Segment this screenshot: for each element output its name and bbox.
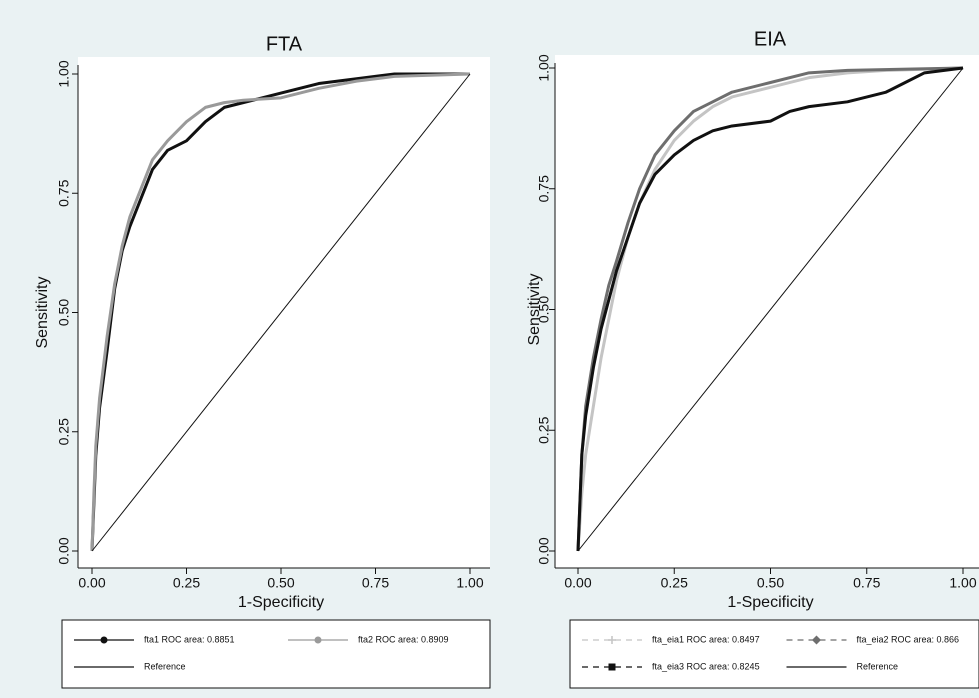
legend-label: Reference [144, 661, 186, 671]
roc-curve [577, 67, 964, 552]
x-tick-label: 1.00 [949, 575, 976, 591]
y-tick-label: 1.00 [536, 54, 552, 81]
legend-box [569, 619, 979, 689]
legend-label: Reference [857, 661, 899, 671]
y-tick-label: 0.00 [56, 537, 72, 564]
legend-label: fta_eia2 ROC area: 0.866 [857, 634, 960, 644]
y-tick-label: 0.00 [536, 537, 552, 564]
chart-title: FTA [266, 33, 303, 55]
y-tick-label: 0.75 [536, 175, 552, 202]
legend-marker [812, 635, 821, 645]
y-tick-label: 0.25 [536, 416, 552, 443]
x-tick-label: 0.75 [853, 575, 880, 591]
y-tick-label: 0.50 [56, 299, 72, 326]
x-tick-label: 0.75 [362, 575, 389, 591]
legend: fta1 ROC area: 0.8851 fta2 ROC area: 0.89… [61, 619, 491, 689]
legend-label: fta1 ROC area: 0.8851 [144, 634, 235, 644]
x-tick-label: 0.50 [267, 575, 294, 591]
legend: fta_eia1 ROC area: 0.8497 fta_eia2 ROC ar… [569, 619, 979, 689]
chart-title: EIA [754, 28, 787, 50]
y-axis-title: Sensitivity [526, 273, 543, 345]
y-tick-label: 0.50 [536, 296, 552, 323]
x-tick-label: 0.50 [757, 575, 784, 591]
legend-marker [608, 636, 616, 644]
legend-box [61, 619, 491, 689]
x-tick-label: 0.00 [564, 575, 591, 591]
x-tick-label: 0.00 [78, 575, 105, 591]
legend-marker [314, 636, 322, 644]
plot-area [78, 57, 490, 568]
roc-curve [576, 66, 964, 552]
y-axis-title: Sensitivity [34, 276, 51, 348]
legend-label: fta2 ROC area: 0.8909 [358, 634, 449, 644]
legend-label: fta_eia3 ROC area: 0.8245 [652, 661, 760, 671]
roc-curve [90, 72, 471, 552]
x-axis-title: 1-Specificity [238, 594, 324, 611]
x-axis-title: 1-Specificity [727, 594, 813, 611]
roc-curve [576, 66, 964, 552]
y-tick-label: 0.75 [56, 179, 72, 206]
plot-area [555, 55, 979, 568]
legend-marker [100, 636, 108, 644]
legend-label: fta_eia1 ROC area: 0.8497 [652, 634, 760, 644]
x-tick-label: 0.25 [173, 575, 200, 591]
roc-curve [91, 73, 471, 552]
y-tick-label: 0.25 [56, 418, 72, 445]
legend-marker [608, 663, 616, 671]
x-tick-label: 1.00 [456, 575, 483, 591]
x-tick-label: 0.25 [661, 575, 688, 591]
roc-curve [576, 66, 964, 552]
y-tick-label: 1.00 [56, 60, 72, 87]
